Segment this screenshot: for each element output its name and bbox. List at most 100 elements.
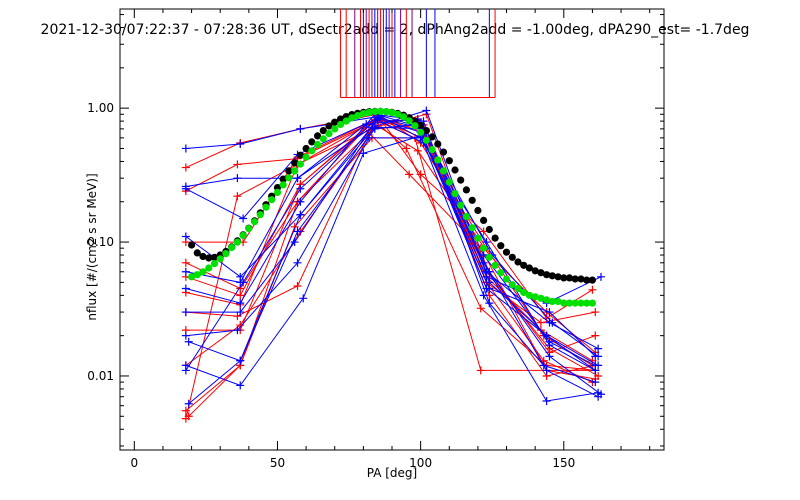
series-line-20 bbox=[188, 119, 599, 402]
fit-black-point-0 bbox=[188, 241, 196, 249]
series-19-point-0 bbox=[181, 331, 190, 340]
fit-black-point-52 bbox=[485, 225, 493, 234]
fit-black-point-2 bbox=[199, 252, 207, 261]
series-17-point-2 bbox=[296, 197, 305, 206]
fit-green-point-68 bbox=[577, 299, 585, 307]
fit-green-point-10 bbox=[245, 225, 253, 233]
series-16-point-0 bbox=[181, 267, 190, 276]
fit-green-point-17 bbox=[285, 174, 293, 182]
series-line-18 bbox=[185, 117, 599, 398]
series-line-22 bbox=[188, 123, 596, 405]
series-3-point-0 bbox=[181, 258, 190, 267]
fit-black-point-67 bbox=[571, 275, 579, 283]
fit-green-point-26 bbox=[336, 120, 345, 129]
fit-green-point-59 bbox=[525, 291, 534, 299]
series-19-point-6 bbox=[545, 341, 554, 350]
fit-black-point-59 bbox=[525, 264, 534, 272]
fit-black-point-53 bbox=[491, 234, 499, 242]
fit-green-point-14 bbox=[268, 196, 276, 204]
fit-green-point-12 bbox=[256, 211, 264, 219]
series-0-point-0 bbox=[181, 163, 190, 172]
series-line-21 bbox=[185, 135, 602, 395]
series-20-point-2 bbox=[296, 210, 305, 219]
fit-green-point-36 bbox=[394, 110, 402, 118]
fit-black-point-19 bbox=[296, 151, 304, 159]
fit-black-point-21 bbox=[308, 138, 316, 146]
fit-green-point-60 bbox=[531, 293, 539, 301]
fit-black-point-43 bbox=[434, 140, 442, 148]
fit-black-point-60 bbox=[531, 267, 539, 275]
fit-green-point-3 bbox=[205, 264, 213, 272]
fit-green-point-42 bbox=[428, 146, 436, 154]
fit-black-point-49 bbox=[468, 196, 476, 204]
fit-green-point-43 bbox=[434, 156, 442, 164]
fit-green-point-27 bbox=[342, 117, 350, 125]
fit-black-point-26 bbox=[336, 115, 345, 123]
fit-green-point-39 bbox=[411, 122, 419, 130]
series-line-6 bbox=[185, 120, 596, 371]
series-14-point-0 bbox=[181, 184, 190, 193]
fit-black-point-1 bbox=[193, 249, 201, 257]
fit-black-point-48 bbox=[462, 186, 470, 194]
fit-green-point-70 bbox=[588, 299, 597, 307]
fit-black-point-50 bbox=[474, 206, 482, 215]
fit-green-point-48 bbox=[462, 213, 470, 221]
series-line-13 bbox=[185, 109, 599, 366]
fit-black-point-56 bbox=[508, 253, 516, 261]
fit-green-point-16 bbox=[279, 181, 287, 189]
fit-green-point-9 bbox=[239, 231, 247, 240]
fit-black-point-40 bbox=[417, 121, 425, 129]
fit-green-point-11 bbox=[251, 218, 259, 226]
fit-black-point-44 bbox=[439, 148, 448, 156]
series-6-point-2 bbox=[293, 281, 302, 290]
fit-green-point-18 bbox=[291, 167, 299, 175]
fit-black-point-69 bbox=[583, 276, 591, 284]
fit-black-point-22 bbox=[314, 132, 322, 140]
series-22-point-6 bbox=[542, 331, 551, 340]
fit-black-point-47 bbox=[457, 176, 465, 184]
series-18-point-0 bbox=[181, 308, 190, 317]
fit-green-point-50 bbox=[474, 234, 482, 242]
fit-green-point-63 bbox=[548, 297, 556, 306]
fit-black-point-46 bbox=[451, 166, 459, 174]
fit-green-point-69 bbox=[583, 299, 591, 307]
x-axis-label: PA [deg] bbox=[367, 466, 417, 480]
fit-green-point-47 bbox=[457, 201, 465, 209]
series-12-point-0 bbox=[181, 144, 190, 153]
y-tick-label-1: 0.10 bbox=[87, 235, 114, 249]
fit-green-point-54 bbox=[497, 269, 505, 277]
series-line-17 bbox=[185, 113, 596, 383]
fit-black-point-4 bbox=[210, 253, 219, 261]
fit-green-point-28 bbox=[348, 114, 356, 122]
series-18-point-1 bbox=[236, 308, 245, 317]
series-15-point-0 bbox=[181, 232, 190, 241]
fit-green-point-61 bbox=[537, 294, 545, 302]
series-17-point-1 bbox=[236, 299, 245, 308]
fit-green-point-44 bbox=[439, 167, 448, 175]
series-10-point-4 bbox=[405, 170, 414, 179]
fit-green-point-7 bbox=[228, 243, 236, 252]
series-22-point-5 bbox=[482, 284, 491, 293]
x-tick-label-0: 0 bbox=[130, 456, 138, 470]
fit-black-point-63 bbox=[548, 272, 556, 280]
series-23-point-2 bbox=[296, 184, 305, 193]
x-tick-label-2: 100 bbox=[409, 456, 432, 470]
fit-black-point-51 bbox=[480, 216, 488, 224]
series-5-point-7 bbox=[591, 331, 600, 340]
fit-black-point-61 bbox=[537, 269, 545, 277]
fit-black-point-24 bbox=[325, 122, 333, 130]
series-19-point-2 bbox=[293, 258, 302, 267]
fit-green-point-35 bbox=[388, 109, 396, 117]
series-17-point-0 bbox=[181, 284, 190, 293]
fit-green-point-40 bbox=[417, 128, 425, 136]
series-22-point-0 bbox=[184, 399, 193, 408]
series-23-point-7 bbox=[594, 352, 603, 361]
fit-black-point-68 bbox=[577, 275, 585, 283]
fit-black-point-54 bbox=[497, 242, 505, 250]
fit-black-point-58 bbox=[520, 261, 528, 269]
series-22-point-1 bbox=[236, 356, 245, 365]
series-11-point-7 bbox=[594, 371, 603, 380]
x-tick-label-1: 50 bbox=[270, 456, 285, 470]
series-line-9 bbox=[185, 113, 593, 412]
